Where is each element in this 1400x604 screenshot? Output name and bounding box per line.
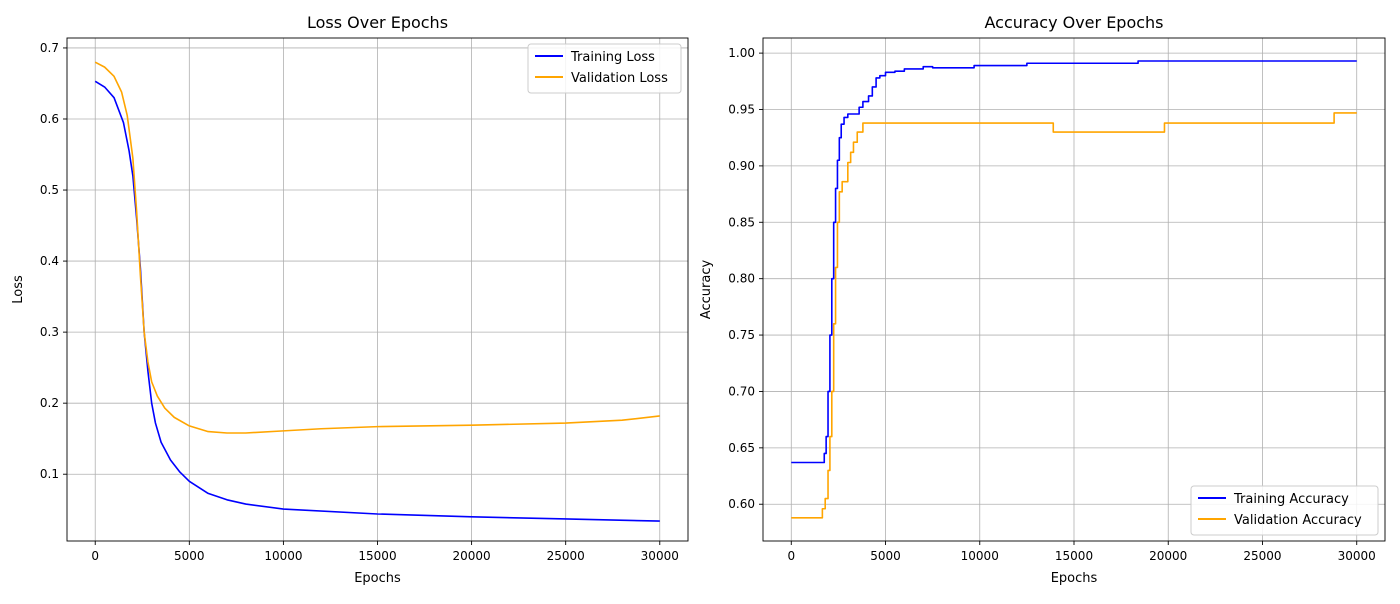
y-tick-label: 0.7 bbox=[40, 41, 59, 55]
y-tick-label: 0.80 bbox=[728, 272, 755, 286]
loss-chart: 0 5000 10000 15000 20000 25000 30000 0.1 0.2 0.3 0… bbox=[11, 13, 689, 586]
training-loss-line bbox=[94, 80, 660, 522]
x-tick-label: 5000 bbox=[174, 549, 205, 563]
accuracy-y-axis-label: Accuracy bbox=[699, 260, 714, 320]
x-tick-label: 15000 bbox=[358, 549, 396, 563]
legend-label: Validation Loss bbox=[571, 71, 668, 86]
y-tick-label: 0.65 bbox=[728, 441, 755, 455]
y-tick-label: 0.3 bbox=[40, 325, 59, 339]
accuracy-chart-title: Accuracy Over Epochs bbox=[984, 13, 1163, 32]
training-accuracy-line bbox=[791, 60, 1357, 464]
loss-y-axis-label: Loss bbox=[11, 275, 26, 304]
y-tick-label: 0.90 bbox=[728, 159, 755, 173]
loss-x-axis-label: Epochs bbox=[354, 571, 401, 586]
accuracy-chart: 0 5000 10000 15000 20000 25000 30000 0.60 0.65 0.… bbox=[699, 13, 1386, 586]
y-tick-label: 1.00 bbox=[728, 46, 755, 60]
validation-accuracy-line bbox=[791, 112, 1357, 519]
loss-grid bbox=[67, 38, 688, 541]
x-tick-label: 0 bbox=[91, 549, 99, 563]
x-tick-label: 10000 bbox=[264, 549, 302, 563]
y-tick-label: 0.6 bbox=[40, 112, 59, 126]
y-tick-label: 0.70 bbox=[728, 384, 755, 398]
x-tick-label: 5000 bbox=[870, 549, 901, 563]
y-tick-label: 0.95 bbox=[728, 103, 755, 117]
legend-label: Training Accuracy bbox=[1233, 492, 1349, 507]
legend-label: Validation Accuracy bbox=[1234, 513, 1362, 528]
y-tick-label: 0.5 bbox=[40, 183, 59, 197]
accuracy-x-axis-label: Epochs bbox=[1051, 571, 1098, 586]
x-tick-label: 20000 bbox=[452, 549, 490, 563]
x-tick-label: 20000 bbox=[1149, 549, 1187, 563]
x-tick-label: 25000 bbox=[547, 549, 585, 563]
loss-legend: Training Loss Validation Loss bbox=[527, 43, 682, 94]
y-tick-label: 0.60 bbox=[728, 497, 755, 511]
accuracy-legend: Training Accuracy Validation Accuracy bbox=[1190, 485, 1379, 536]
x-tick-label: 30000 bbox=[641, 549, 679, 563]
legend-label: Training Loss bbox=[570, 50, 655, 65]
y-tick-label: 0.4 bbox=[40, 254, 59, 268]
y-tick-label: 0.75 bbox=[728, 328, 755, 342]
y-tick-label: 0.2 bbox=[40, 396, 59, 410]
y-tick-label: 0.85 bbox=[728, 215, 755, 229]
x-tick-label: 15000 bbox=[1055, 549, 1093, 563]
accuracy-grid bbox=[763, 38, 1385, 541]
x-tick-label: 0 bbox=[787, 549, 795, 563]
legend-box bbox=[1190, 485, 1379, 536]
loss-chart-title: Loss Over Epochs bbox=[307, 13, 448, 32]
y-tick-label: 0.1 bbox=[40, 467, 59, 481]
x-tick-label: 30000 bbox=[1338, 549, 1376, 563]
legend-box bbox=[527, 43, 682, 94]
x-tick-label: 25000 bbox=[1243, 549, 1281, 563]
validation-loss-line bbox=[94, 61, 660, 434]
x-tick-label: 10000 bbox=[961, 549, 999, 563]
